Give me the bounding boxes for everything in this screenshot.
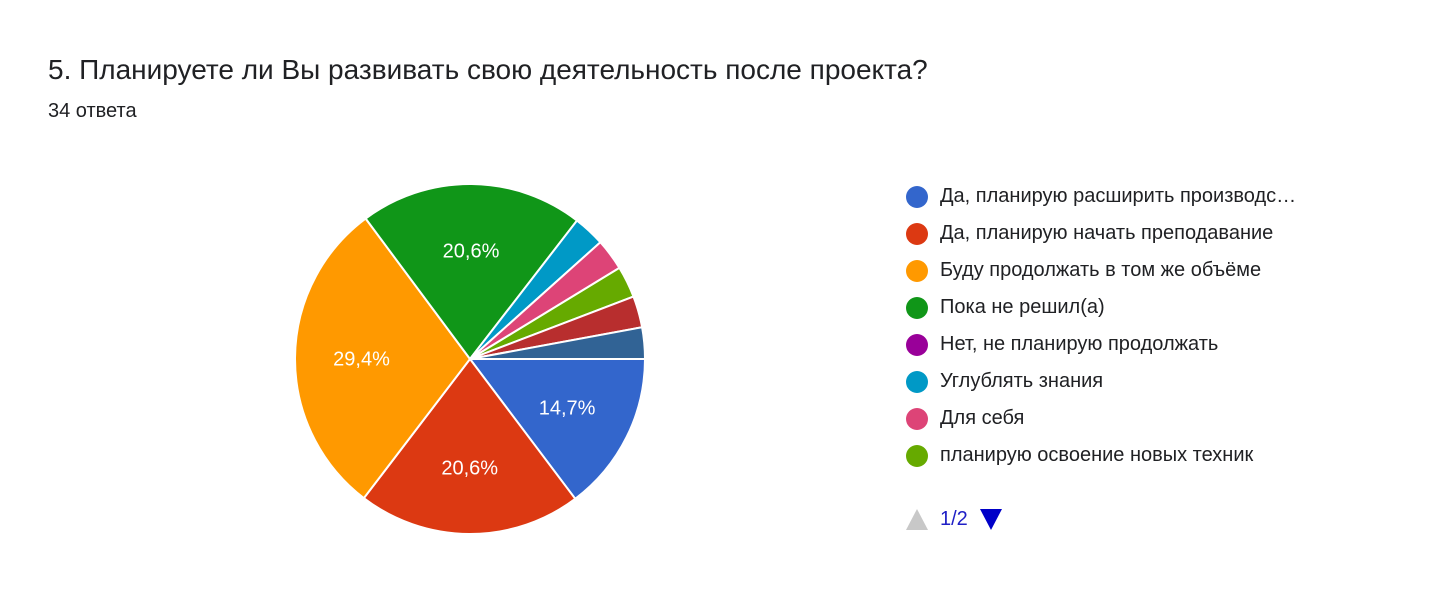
triangle-up-icon[interactable] <box>906 509 928 530</box>
slice-data-label: 14,7% <box>539 397 596 419</box>
legend-label: Углублять знания <box>940 370 1104 392</box>
legend-item: Для себя <box>906 400 1296 437</box>
legend-item: планирую освоение новых техник <box>906 437 1296 474</box>
slice-data-label: 20,6% <box>441 458 498 480</box>
legend-label: Пока не решил(а) <box>940 296 1105 318</box>
legend-label: Для себя <box>940 407 1025 429</box>
legend-swatch-icon <box>906 259 928 282</box>
legend-swatch-icon <box>906 296 928 319</box>
legend-swatch-icon <box>906 370 928 393</box>
pie-slice[interactable] <box>294 217 472 500</box>
legend-swatch-icon <box>906 444 928 467</box>
pager-label: 1/2 <box>940 508 968 530</box>
legend-item: Да, планирую расширить производс… <box>906 178 1296 215</box>
slice-data-label: 20,6% <box>443 241 500 263</box>
legend-label: Да, планирую начать преподавание <box>940 222 1274 244</box>
slice-data-label: 29,4% <box>333 348 390 370</box>
chart-title: 5. Планируете ли Вы развивать свою деяте… <box>48 54 928 85</box>
triangle-down-icon[interactable] <box>979 509 1002 530</box>
legend-item: Буду продолжать в том же объёме <box>906 252 1296 289</box>
legend-swatch-icon <box>906 222 928 245</box>
legend-label: Буду продолжать в том же объёме <box>940 259 1262 281</box>
legend-item: Нет, не планирую продолжать <box>906 326 1296 363</box>
pie-slice[interactable] <box>469 326 647 360</box>
legend-item: Пока не решил(а) <box>906 289 1296 326</box>
legend-pager: 1/2 <box>906 508 1002 531</box>
pie-slice[interactable] <box>364 183 579 361</box>
legend-label: Да, планирую расширить производс… <box>940 185 1297 207</box>
legend-label: планирую освоение новых техник <box>940 444 1254 466</box>
pie-slice[interactable] <box>467 358 647 501</box>
legend-swatch-icon <box>906 185 928 208</box>
legend-swatch-icon <box>906 407 928 430</box>
pie-slice[interactable] <box>362 357 577 535</box>
legend-swatch-icon <box>906 333 928 356</box>
response-count: 34 ответа <box>48 100 137 122</box>
chart-legend: Да, планирую расширить производс… Да, пла… <box>906 178 1296 474</box>
legend-item: Да, планирую начать преподавание <box>906 215 1296 252</box>
legend-label: Нет, не планирую продолжать <box>940 333 1219 355</box>
legend-item: Углублять знания <box>906 363 1296 400</box>
